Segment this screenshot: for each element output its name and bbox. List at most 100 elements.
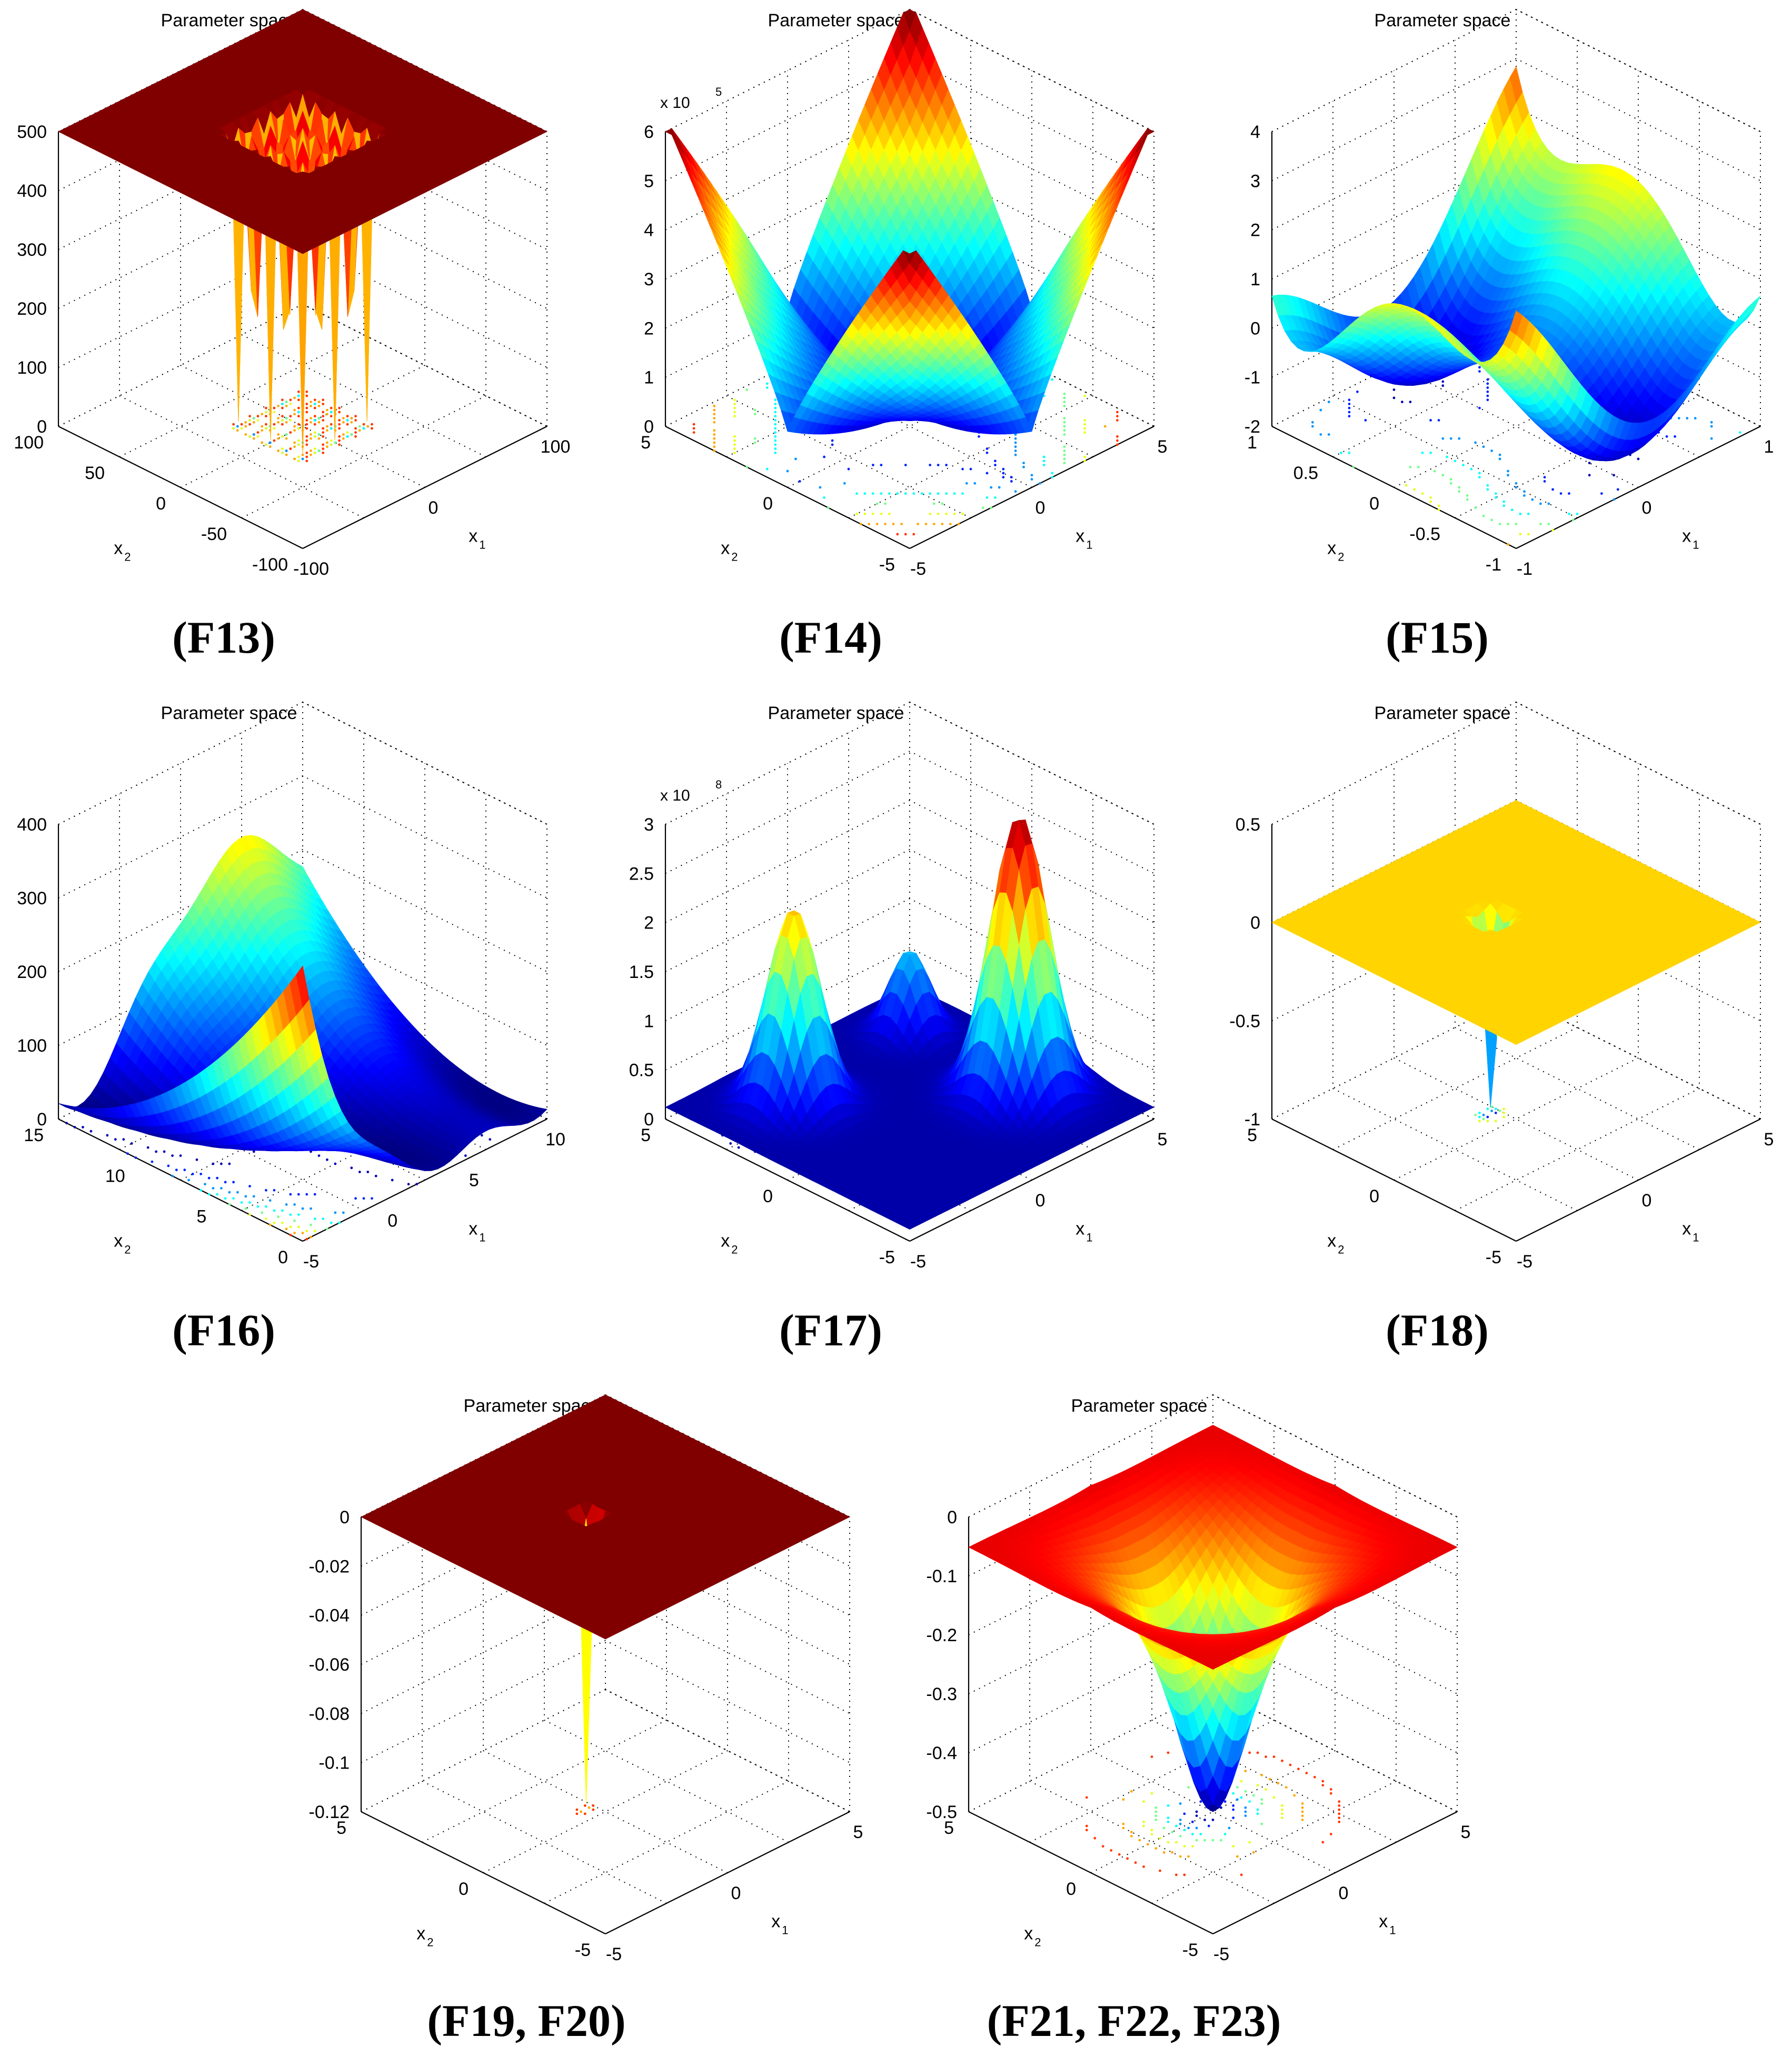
contour-point [713,441,716,444]
contour-point [1429,419,1432,422]
contour-point [317,401,321,403]
contour-point [330,423,333,426]
contour-point [1348,406,1351,410]
contour-point [1482,514,1485,517]
contour-point [1738,431,1741,434]
contour-point [1083,419,1086,422]
contour-point [322,403,325,405]
contour-point [297,460,300,463]
contour-point [1116,419,1119,422]
contour-point [1352,465,1355,468]
contour-point [733,435,736,438]
contour-point [1571,518,1575,522]
exponent-power: 5 [715,85,722,98]
contour-point [863,492,867,495]
contour-point [313,435,316,438]
contour-point [273,423,276,426]
x1-tick-label: 0 [429,498,439,518]
contour-point [1409,465,1412,468]
contour-point [366,425,370,428]
contour-point [1063,453,1066,456]
surface [1271,66,1761,462]
contour-point [1588,462,1591,464]
contour-point [293,457,296,461]
contour-point [1311,421,1314,424]
contour-point [994,496,997,499]
contour-point [713,413,716,416]
contour-point [1446,455,1448,458]
contour-point [252,433,255,436]
contour-point [774,403,777,405]
contour-point [313,423,316,426]
contour-point [1437,508,1440,511]
contour-point [969,467,972,471]
contour-point [317,404,321,407]
contour-point [248,435,251,438]
contour-point [1116,443,1119,446]
contour-point [1449,437,1452,440]
contour-point [823,455,825,458]
contour-point [1551,488,1555,491]
contour-point [1441,384,1445,387]
contour-point [859,523,862,525]
contour-point [330,415,333,418]
contour-point [293,445,296,448]
contour-point [1039,482,1041,485]
contour-point [1392,388,1396,391]
contour-point [248,423,251,426]
contour-point [305,427,308,430]
contour-point [917,523,919,525]
contour-point [855,512,858,515]
contour-point [994,464,997,466]
contour-point [297,394,300,397]
contour-point [371,423,373,426]
contour-point [317,421,321,424]
contour-point [354,427,357,430]
contour-point [1103,425,1107,428]
contour-point [949,523,952,525]
contour-point [289,419,292,422]
contour-point [322,398,325,402]
contour-point [1405,484,1408,487]
contour-point [240,423,243,426]
contour-point [900,523,903,525]
contour-point [297,427,300,430]
contour-point [1502,504,1506,507]
contour-point [1433,470,1436,473]
contour-point [896,533,899,536]
contour-point [281,451,284,454]
contour-point [1042,455,1046,458]
contour-point [346,423,349,426]
contour-point [313,403,316,405]
contour-point [281,423,284,426]
contour-point [1568,492,1570,495]
contour-point [371,427,373,430]
contour-point [884,523,887,525]
contour-point [1063,450,1066,452]
contour-point [929,464,932,466]
contour-point [301,453,304,456]
contour-point [354,415,357,418]
contour-point [322,451,325,454]
contour-point [1527,512,1530,515]
contour-point [765,382,769,385]
contour-point [733,415,736,418]
contour-point [1600,492,1603,495]
contour-point [1543,480,1546,483]
contour-point [232,427,235,430]
contour-point [774,435,777,438]
surface-patch [671,128,685,156]
contour-point [896,492,899,495]
contour-point [342,437,345,440]
contour-point [1551,528,1555,532]
contour-point [1637,457,1640,461]
contour-point [350,433,353,436]
contour-point [301,457,304,461]
contour-point [342,433,345,436]
x2-tick-label: 0 [156,494,166,514]
contour-point [998,486,1001,489]
contour-point [1002,467,1005,471]
contour-point [1421,451,1424,454]
contour-point [872,464,874,466]
